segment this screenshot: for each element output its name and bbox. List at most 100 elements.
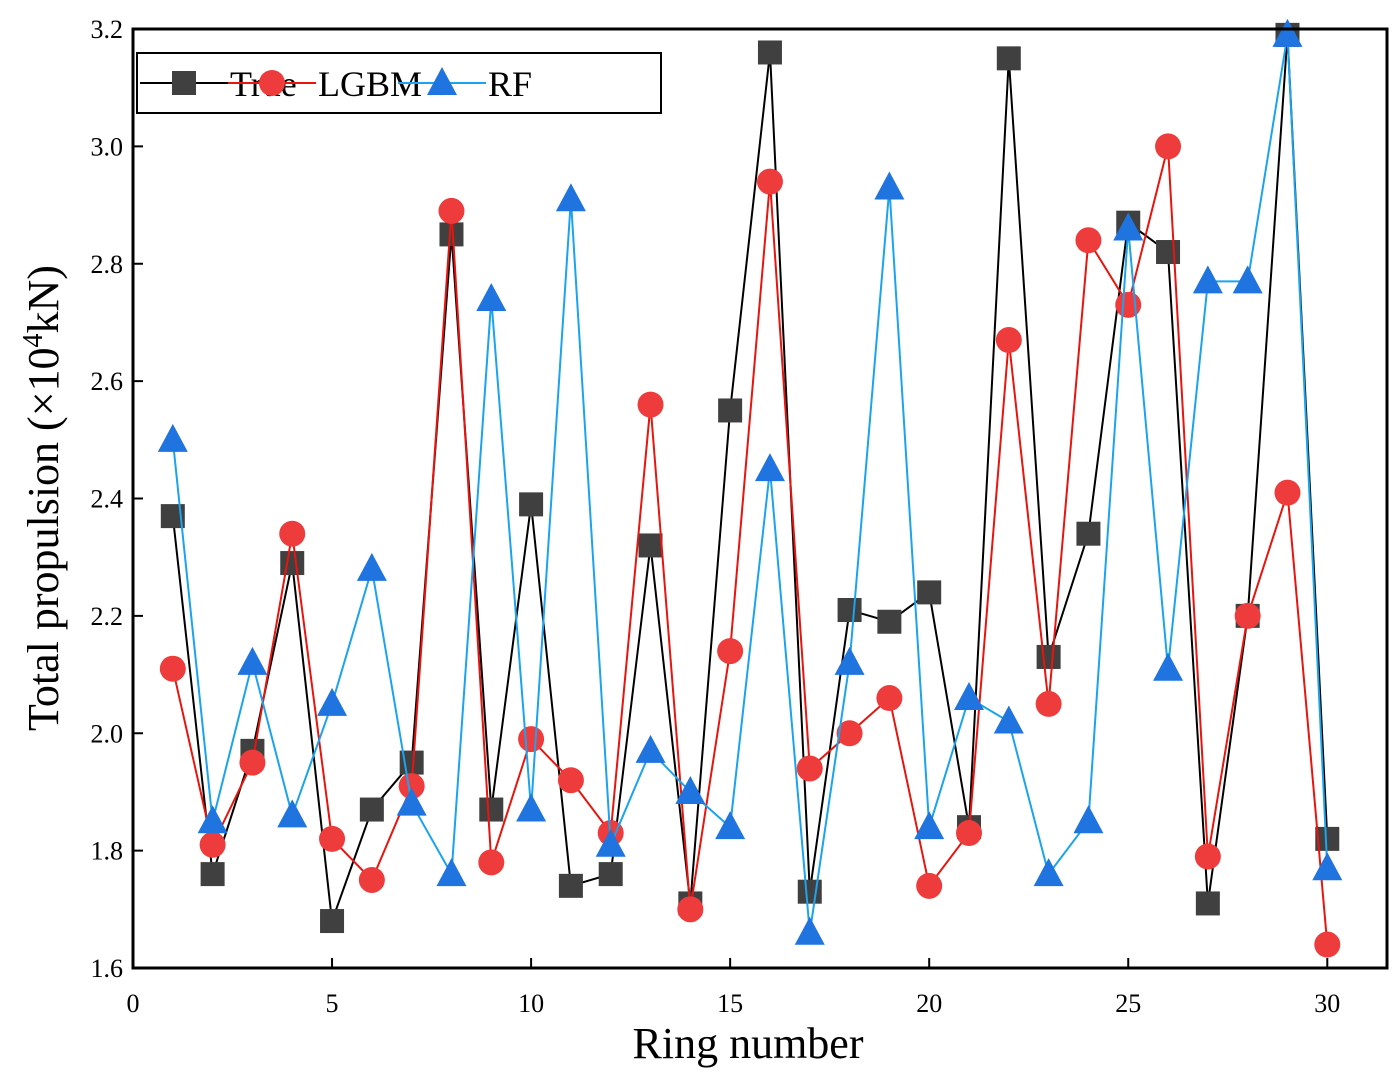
x-axis-title: Ring number xyxy=(633,1019,864,1068)
series-rf-point xyxy=(1153,652,1184,681)
x-tick-label: 10 xyxy=(518,989,544,1018)
series-lgbm-point xyxy=(478,849,505,876)
series-true-point xyxy=(757,40,782,65)
series-rf-point xyxy=(754,453,785,482)
series-rf-point xyxy=(993,705,1024,734)
series-lgbm-point xyxy=(1274,479,1301,506)
series-rf-point xyxy=(157,423,188,452)
x-tick-label: 15 xyxy=(717,989,743,1018)
series-rf-point xyxy=(476,282,507,311)
x-tick-label: 25 xyxy=(1115,989,1141,1018)
series-true-point xyxy=(996,46,1021,71)
y-tick-label: 2.0 xyxy=(91,719,124,748)
series-true-point xyxy=(638,533,663,558)
series-rf xyxy=(157,18,1343,945)
series-true-point xyxy=(479,797,504,822)
series-lgbm-point xyxy=(1035,690,1062,717)
series-rf-point xyxy=(834,646,865,675)
y-tick-label: 3.0 xyxy=(91,132,124,161)
series-true-point xyxy=(877,609,902,634)
series-true-point xyxy=(280,551,305,576)
series-lgbm-point xyxy=(796,755,823,782)
y-tick-label: 2.4 xyxy=(91,485,124,514)
series-lgbm-point xyxy=(199,831,226,858)
series-rf-point xyxy=(197,805,228,834)
y-tick-label: 3.2 xyxy=(91,15,124,44)
y-axis-title: Total propulsion (×104kN) xyxy=(18,265,68,731)
series-true xyxy=(160,22,1340,934)
series-lgbm-point xyxy=(995,327,1022,354)
series-rf-point xyxy=(794,916,825,945)
y-tick-label: 2.6 xyxy=(91,367,124,396)
x-tick-label: 30 xyxy=(1314,989,1340,1018)
series-rf-point xyxy=(914,811,945,840)
series-true-point xyxy=(519,492,544,517)
series-true-point xyxy=(718,398,743,423)
y-tick-label: 2.2 xyxy=(91,602,124,631)
legend-true-marker xyxy=(172,71,196,95)
series-true-point xyxy=(837,598,862,623)
series-lgbm-point xyxy=(836,720,863,747)
x-tick-label: 5 xyxy=(326,989,339,1018)
series-lgbm-point xyxy=(279,520,306,547)
series-true-point xyxy=(359,797,384,822)
axis-ticks: 0 5 10 15 20 25 30 1.6 1.8 2.0 2.2 2.4 2.6 2.8 3.0 3.2 xyxy=(91,15,1341,1018)
y-axis-title-suffix: kN) xyxy=(19,265,68,333)
y-tick-label: 1.6 xyxy=(91,954,124,983)
series-true-point xyxy=(200,862,225,887)
series-rf-point xyxy=(356,552,387,581)
series-rf-point xyxy=(595,828,626,857)
series-lgbm-point xyxy=(319,825,346,852)
series-lgbm-point xyxy=(239,749,266,776)
series-lgbm-point xyxy=(876,685,903,712)
x-tick-label: 0 xyxy=(127,989,140,1018)
series-true-line xyxy=(171,34,1329,922)
series-lgbm-point xyxy=(677,896,704,923)
series-rf-point xyxy=(715,811,746,840)
series-lgbm-point xyxy=(637,391,664,418)
series-lgbm-point xyxy=(358,866,385,893)
series-lgbm-line xyxy=(171,146,1329,945)
y-axis-title-superscript: 4 xyxy=(18,333,49,347)
series-rf-point xyxy=(635,734,666,763)
y-tick-label: 2.8 xyxy=(91,250,124,279)
series-rf-line xyxy=(171,34,1329,933)
series-lgbm-point xyxy=(1314,931,1341,958)
series-true-point xyxy=(558,873,583,898)
legend-rf-label: RF xyxy=(488,64,532,104)
series-lgbm-point xyxy=(1234,602,1261,629)
series-rf-point xyxy=(1312,852,1343,881)
series-lgbm-point xyxy=(557,767,584,794)
series-rf-point xyxy=(436,858,467,887)
series-lgbm-point xyxy=(398,773,425,800)
series-lgbm-point xyxy=(1115,291,1142,318)
series-lgbm-point xyxy=(1075,227,1102,254)
legend-lgbm-marker xyxy=(259,70,285,96)
x-tick-label: 20 xyxy=(916,989,942,1018)
series-rf-point xyxy=(1033,858,1064,887)
series-rf-point xyxy=(1232,265,1263,294)
series-lgbm xyxy=(159,133,1341,958)
series-true-point xyxy=(1076,521,1101,546)
series-true-point xyxy=(797,879,822,904)
series-rf-point xyxy=(555,183,586,212)
series-lgbm-point xyxy=(756,168,783,195)
series-layer xyxy=(157,18,1343,958)
series-lgbm-point xyxy=(717,638,744,665)
series-rf-point xyxy=(396,787,427,816)
legend: TrueLGBMRF xyxy=(136,52,662,114)
series-rf-point xyxy=(317,687,348,716)
series-rf-point xyxy=(1272,18,1303,47)
y-axis-title-prefix: Total propulsion (×10 xyxy=(19,347,68,730)
series-lgbm-point xyxy=(1194,843,1221,870)
series-true-point xyxy=(320,909,345,934)
series-rf-point xyxy=(277,799,308,828)
series-rf-point xyxy=(237,646,268,675)
series-rf-point xyxy=(675,775,706,804)
series-rf-point xyxy=(1073,805,1104,834)
series-rf-point xyxy=(954,682,984,711)
series-rf-point xyxy=(1113,212,1144,241)
series-true-point xyxy=(1195,891,1220,916)
